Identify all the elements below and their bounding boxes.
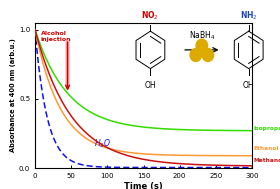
Text: Alcohol
injection: Alcohol injection [41, 31, 71, 42]
Text: Methanol: Methanol [253, 158, 280, 163]
Text: OH: OH [144, 81, 156, 90]
Text: $\mathit{H_2O}$: $\mathit{H_2O}$ [94, 137, 111, 149]
Text: Isopropanol: Isopropanol [253, 126, 280, 131]
Circle shape [196, 39, 207, 52]
Text: Ethanol: Ethanol [253, 146, 279, 151]
X-axis label: Time (s): Time (s) [124, 182, 163, 189]
Text: NaBH$_4$: NaBH$_4$ [188, 30, 215, 42]
Circle shape [190, 49, 202, 61]
Text: OH: OH [243, 81, 255, 90]
Text: NO$_2$: NO$_2$ [141, 9, 159, 22]
Circle shape [202, 49, 214, 61]
Y-axis label: Absorbance at 400 nm (arb.u.): Absorbance at 400 nm (arb.u.) [10, 39, 16, 152]
Text: NH$_2$: NH$_2$ [240, 9, 257, 22]
